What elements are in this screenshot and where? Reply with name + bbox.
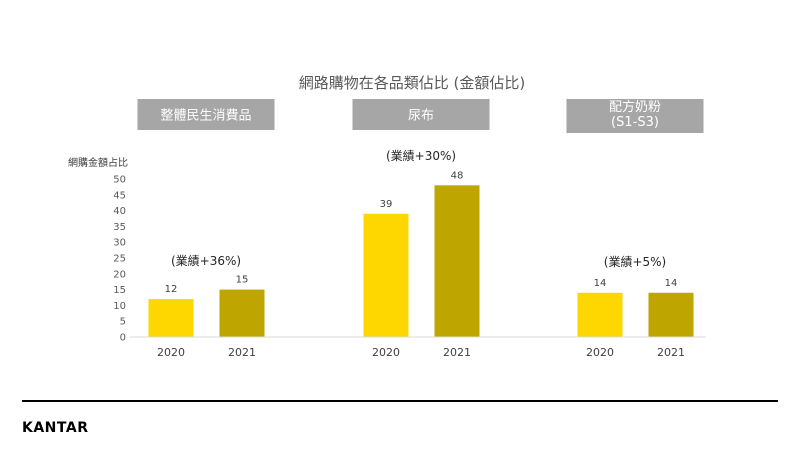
y-axis: 0 5 10 15 20 25 30 35 40 45 50: [113, 175, 126, 344]
growth-annotation: (業績+30%): [386, 149, 456, 163]
y-tick-label: 30: [113, 238, 126, 249]
data-label: 48: [451, 170, 464, 181]
bar: [577, 292, 623, 337]
bar: [219, 289, 265, 337]
bar-group: 整體民生消費品 12 2020 15 2021 (業績+36%): [137, 99, 275, 359]
data-label: 12: [165, 284, 178, 295]
bar-group: 配方奶粉(S1-S3) 14 2020 14 2021 (業績+5%): [566, 99, 704, 359]
data-label: 15: [236, 275, 249, 286]
y-tick-label: 35: [113, 222, 126, 233]
x-tick-label: 2021: [443, 346, 471, 359]
y-tick-label: 0: [120, 333, 126, 344]
bar: [363, 213, 409, 337]
y-tick-label: 25: [113, 254, 126, 265]
bar: [648, 292, 694, 337]
kantar-logo: KANTAR: [22, 420, 88, 436]
bar-groups: 整體民生消費品 12 2020 15 2021 (業績+36%) 尿布 39 2020 48 202…: [137, 99, 704, 359]
category-box: [566, 99, 704, 133]
x-tick-label: 2021: [228, 346, 256, 359]
bar-group: 尿布 39 2020 48 2021 (業績+30%): [352, 99, 490, 359]
category-label: 尿布: [408, 109, 434, 124]
category-label: 整體民生消費品: [160, 109, 251, 124]
data-label: 14: [594, 278, 607, 289]
y-tick-label: 45: [113, 190, 126, 201]
category-label: 配方奶粉: [609, 99, 661, 115]
category-label: (S1-S3): [611, 115, 659, 130]
y-tick-label: 10: [113, 301, 126, 312]
data-label: 14: [665, 278, 678, 289]
growth-annotation: (業績+5%): [604, 255, 666, 269]
y-tick-label: 20: [113, 269, 126, 280]
category-box: [352, 99, 490, 130]
growth-annotation: (業績+36%): [171, 254, 241, 268]
x-tick-label: 2021: [657, 346, 685, 359]
y-tick-label: 5: [120, 317, 126, 328]
y-tick-label: 15: [113, 285, 126, 296]
x-tick-label: 2020: [372, 346, 400, 359]
x-tick-label: 2020: [586, 346, 614, 359]
x-tick-label: 2020: [157, 346, 185, 359]
bar: [148, 299, 194, 337]
bar: [434, 185, 480, 337]
y-axis-label: 網購金額占比: [68, 156, 128, 169]
y-tick-label: 50: [113, 175, 126, 186]
data-label: 39: [380, 199, 393, 210]
category-box: [137, 99, 275, 130]
chart-title: 網路購物在各品類佔比 (金額佔比): [299, 74, 525, 92]
y-tick-label: 40: [113, 206, 126, 217]
